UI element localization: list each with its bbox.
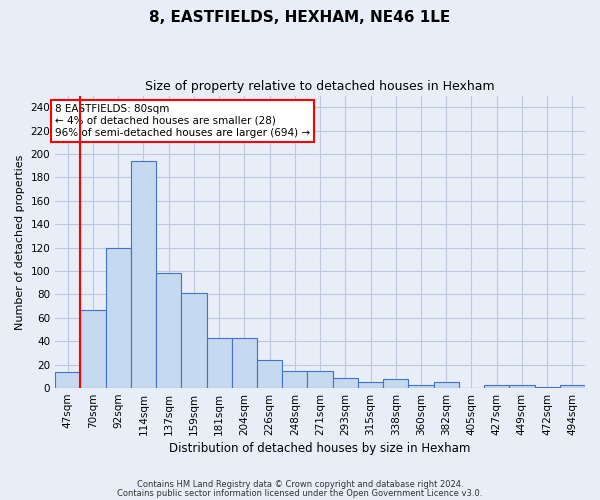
Bar [560, 384, 585, 388]
Bar [332, 378, 358, 388]
Bar [181, 294, 206, 388]
Bar [131, 161, 156, 388]
Bar [358, 382, 383, 388]
Bar [282, 370, 307, 388]
Bar [55, 372, 80, 388]
Bar [257, 360, 282, 388]
Text: Contains HM Land Registry data © Crown copyright and database right 2024.: Contains HM Land Registry data © Crown c… [137, 480, 463, 489]
Bar [232, 338, 257, 388]
Bar [106, 248, 131, 388]
Bar [156, 274, 181, 388]
Bar [80, 310, 106, 388]
X-axis label: Distribution of detached houses by size in Hexham: Distribution of detached houses by size … [169, 442, 471, 455]
Bar [535, 387, 560, 388]
Text: 8, EASTFIELDS, HEXHAM, NE46 1LE: 8, EASTFIELDS, HEXHAM, NE46 1LE [149, 10, 451, 25]
Bar [509, 384, 535, 388]
Bar [484, 384, 509, 388]
Text: 8 EASTFIELDS: 80sqm
← 4% of detached houses are smaller (28)
96% of semi-detache: 8 EASTFIELDS: 80sqm ← 4% of detached hou… [55, 104, 310, 138]
Text: Contains public sector information licensed under the Open Government Licence v3: Contains public sector information licen… [118, 489, 482, 498]
Title: Size of property relative to detached houses in Hexham: Size of property relative to detached ho… [145, 80, 495, 93]
Bar [383, 378, 409, 388]
Bar [206, 338, 232, 388]
Bar [307, 370, 332, 388]
Bar [434, 382, 459, 388]
Y-axis label: Number of detached properties: Number of detached properties [15, 154, 25, 330]
Bar [409, 384, 434, 388]
